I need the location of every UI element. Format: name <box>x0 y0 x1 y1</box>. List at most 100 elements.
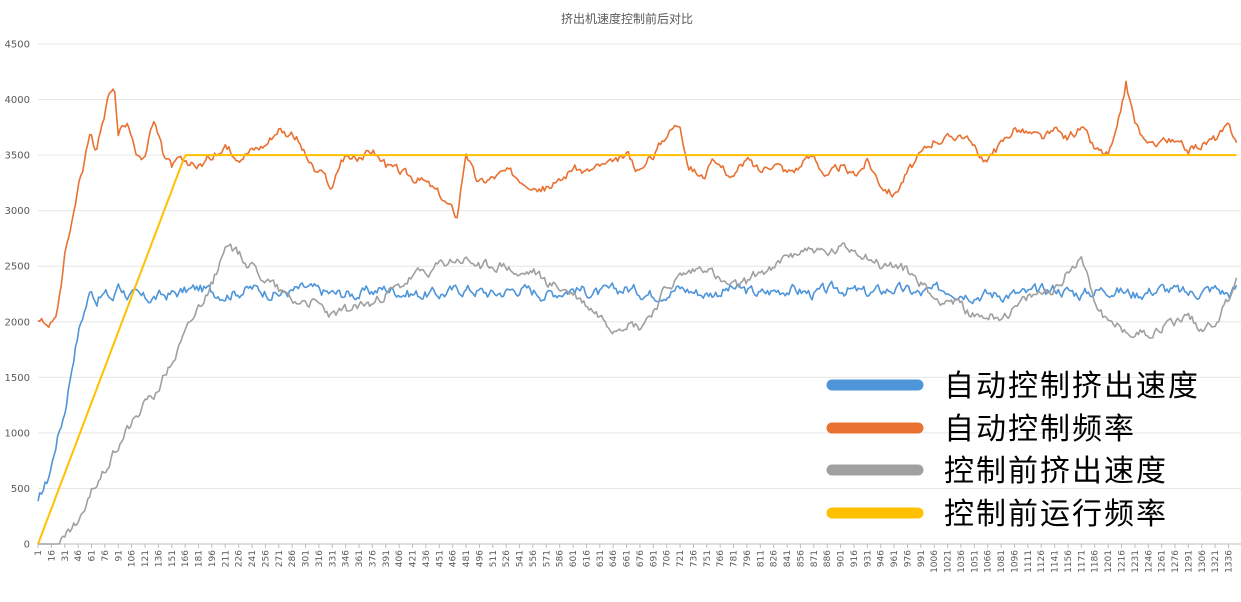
x-tick-label: 1321 <box>1211 550 1221 573</box>
x-tick-label: 1156 <box>1064 550 1074 573</box>
x-tick-label: 181 <box>195 550 205 567</box>
x-tick-label: 1 <box>34 550 44 556</box>
x-tick-label: 91 <box>114 550 124 561</box>
y-tick-label: 1000 <box>5 428 30 439</box>
x-tick-label: 46 <box>74 550 84 562</box>
x-tick-label: 1276 <box>1171 550 1181 573</box>
y-tick-label: 500 <box>11 484 30 495</box>
x-tick-label: 1186 <box>1091 550 1101 573</box>
x-tick-label: 241 <box>248 550 258 567</box>
x-tick-label: 991 <box>917 550 927 567</box>
x-tick-label: 286 <box>288 550 298 567</box>
x-tick-label: 496 <box>475 550 485 567</box>
x-tick-label: 256 <box>261 550 271 567</box>
series-group <box>37 80 1238 545</box>
legend-item-auto-speed: 自动控制挤出速度 <box>826 369 1200 404</box>
x-tick-label: 871 <box>810 550 820 567</box>
x-tick-label: 931 <box>863 550 873 567</box>
x-tick-label: 301 <box>302 550 312 567</box>
x-tick-label: 856 <box>796 550 806 567</box>
x-tick-label: 271 <box>275 550 285 567</box>
legend-label-before-speed: 控制前挤出速度 <box>944 454 1168 489</box>
x-tick-label: 976 <box>903 550 913 567</box>
x-tick-label: 391 <box>382 550 392 567</box>
x-tick-label: 1336 <box>1225 550 1235 573</box>
x-tick-label: 511 <box>489 550 499 567</box>
y-tick-label: 3500 <box>5 151 30 162</box>
x-tick-label: 526 <box>502 550 512 567</box>
x-tick-label: 691 <box>649 550 659 567</box>
x-tick-label: 601 <box>569 550 579 567</box>
x-tick-label: 676 <box>636 550 646 567</box>
x-tick-label: 451 <box>435 550 445 567</box>
x-tick-label: 1246 <box>1144 550 1154 573</box>
x-tick-label: 706 <box>663 550 673 567</box>
y-tick-label: 1500 <box>5 373 30 384</box>
x-tick-label: 166 <box>181 550 191 567</box>
x-tick-label: 316 <box>315 550 325 567</box>
x-tick-label: 1306 <box>1198 550 1208 573</box>
y-axis: 0 500 1000 1500 2000 2500 3000 3500 4000 4500 <box>5 40 30 551</box>
x-tick-label: 946 <box>877 550 887 567</box>
x-tick-label: 31 <box>61 550 71 561</box>
legend-item-auto-frequency: 自动控制频率 <box>826 412 1134 447</box>
x-tick-label: 751 <box>703 550 713 567</box>
series-line-3 <box>37 154 1237 545</box>
y-tick-label: 2000 <box>5 317 30 328</box>
x-tick-label: 436 <box>422 550 432 567</box>
x-tick-label: 721 <box>676 550 686 567</box>
y-tick-label: 3000 <box>5 206 30 217</box>
y-tick-label: 4500 <box>5 40 30 51</box>
x-tick-label: 916 <box>850 550 860 567</box>
x-tick-label: 1066 <box>984 550 994 573</box>
x-tick-label: 886 <box>823 550 833 567</box>
legend: 自动控制挤出速度 自动控制频率 控制前挤出速度 控制前运行频率 <box>826 369 1200 532</box>
x-tick-label: 121 <box>141 550 151 567</box>
x-tick-label: 1081 <box>997 550 1007 573</box>
x-tick-label: 556 <box>529 550 539 567</box>
x-tick-label: 766 <box>716 550 726 567</box>
x-tick-label: 1051 <box>970 550 980 573</box>
x-tick-label: 1216 <box>1118 550 1128 573</box>
legend-item-before-frequency: 控制前运行频率 <box>826 497 1168 532</box>
x-tick-label: 61 <box>88 550 98 561</box>
x-tick-label: 16 <box>47 550 57 562</box>
x-tick-label: 901 <box>837 550 847 567</box>
x-tick-label: 466 <box>449 550 459 567</box>
x-tick-label: 661 <box>623 550 633 567</box>
x-tick-label: 361 <box>355 550 365 567</box>
x-tick-label: 1141 <box>1051 550 1061 573</box>
x-tick-label: 106 <box>128 550 138 567</box>
x-tick-label: 421 <box>409 550 419 567</box>
x-tick-label: 1006 <box>930 550 940 573</box>
x-tick-label: 1126 <box>1037 550 1047 573</box>
x-tick-label: 631 <box>596 550 606 567</box>
x-tick-label: 796 <box>743 550 753 567</box>
x-tick-label: 1096 <box>1010 550 1020 573</box>
x-tick-label: 826 <box>770 550 780 567</box>
x-tick-label: 1111 <box>1024 550 1034 573</box>
x-tick-label: 586 <box>556 550 566 567</box>
x-tick-label: 1201 <box>1104 550 1114 573</box>
x-tick-label: 331 <box>328 550 338 567</box>
x-tick-label: 1036 <box>957 550 967 573</box>
x-tick-label: 811 <box>756 550 766 567</box>
legend-label-auto-speed: 自动控制挤出速度 <box>944 369 1200 404</box>
x-tick-label: 961 <box>890 550 900 567</box>
x-tick-label: 406 <box>395 550 405 567</box>
x-tick-label: 151 <box>168 550 178 567</box>
legend-label-before-frequency: 控制前运行频率 <box>944 497 1168 532</box>
series-line-0 <box>37 280 1238 502</box>
x-tick-label: 616 <box>582 550 592 567</box>
x-axis: 1 16 31 46 61 76 91 106 121 136 151 166 181 196 211 226… <box>34 544 1235 573</box>
y-tick-label: 4000 <box>5 95 30 106</box>
x-tick-label: 1261 <box>1158 550 1168 573</box>
chart-title: 挤出机速度控制前后对比 <box>561 11 693 26</box>
x-tick-label: 376 <box>368 550 378 567</box>
x-tick-label: 196 <box>208 550 218 567</box>
x-tick-label: 211 <box>221 550 231 567</box>
x-tick-label: 136 <box>154 550 164 567</box>
x-tick-label: 541 <box>516 550 526 567</box>
x-tick-label: 736 <box>689 550 699 567</box>
